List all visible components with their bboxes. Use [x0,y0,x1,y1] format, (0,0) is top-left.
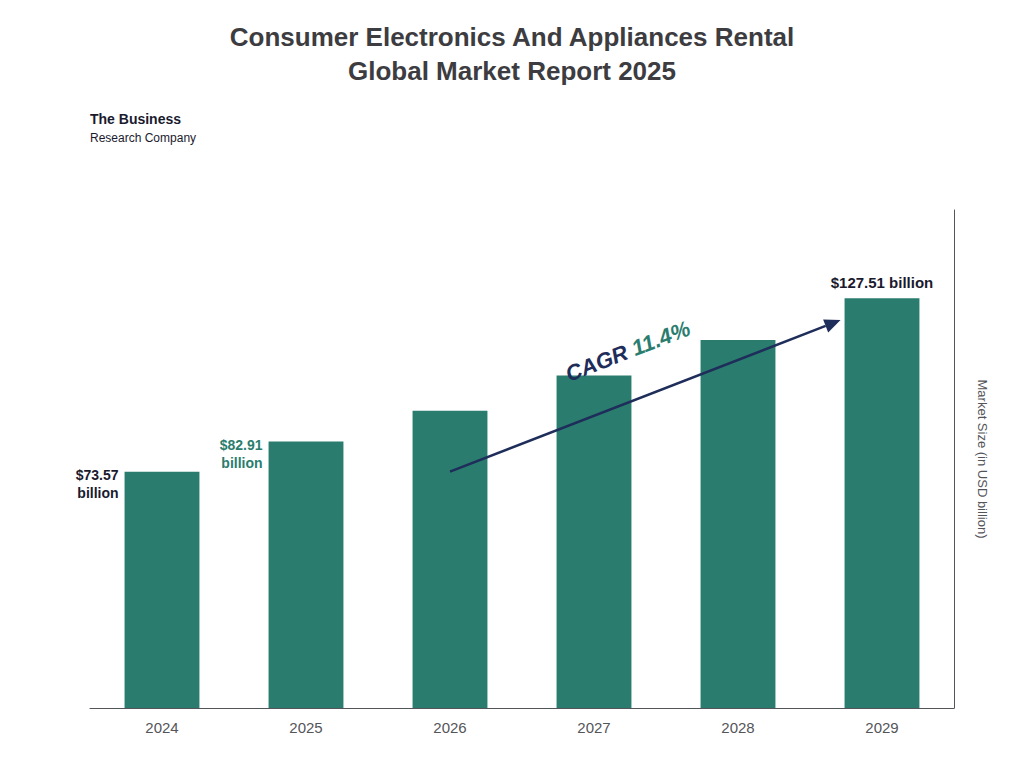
svg-text:CAGR: CAGR [562,338,637,387]
svg-text:Global Market Report 2025: Global Market Report 2025 [348,56,676,86]
svg-text:2025: 2025 [289,719,322,736]
svg-text:Consumer Electronics And Appli: Consumer Electronics And Appliances Rent… [230,22,794,52]
svg-text:$127.51 billion: $127.51 billion [831,274,934,291]
svg-text:2027: 2027 [577,719,610,736]
svg-text:$82.91: $82.91 [220,437,263,453]
svg-text:2029: 2029 [865,719,898,736]
svg-text:2026: 2026 [433,719,466,736]
svg-text:2028: 2028 [721,719,754,736]
svg-text:billion: billion [77,485,118,501]
svg-text:11.4%: 11.4% [628,316,694,361]
svg-text:Research Company: Research Company [90,131,196,145]
svg-text:$73.57: $73.57 [76,467,119,483]
svg-text:Market Size (in USD billion): Market Size (in USD billion) [975,380,990,539]
svg-text:The Business: The Business [90,111,181,127]
svg-text:2024: 2024 [145,719,178,736]
svg-text:billion: billion [221,455,262,471]
